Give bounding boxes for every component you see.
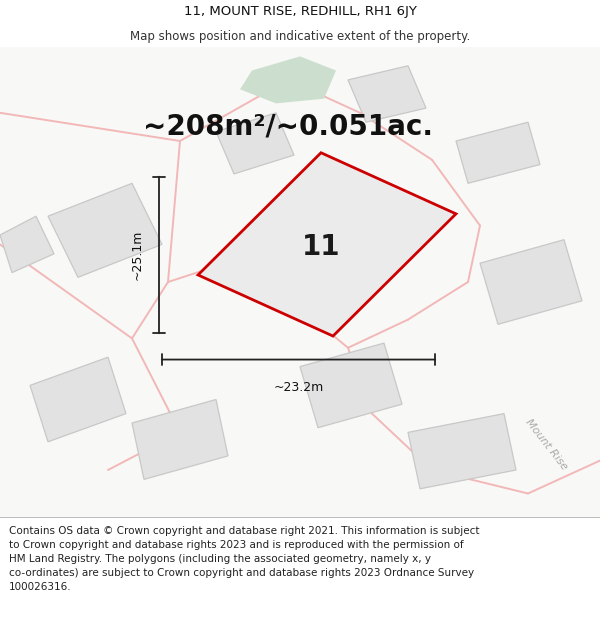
Text: ~23.2m: ~23.2m: [274, 381, 323, 394]
Polygon shape: [300, 343, 402, 428]
Polygon shape: [48, 183, 162, 278]
Text: 11, MOUNT RISE, REDHILL, RH1 6JY: 11, MOUNT RISE, REDHILL, RH1 6JY: [184, 5, 416, 18]
Polygon shape: [198, 152, 456, 336]
Text: Contains OS data © Crown copyright and database right 2021. This information is : Contains OS data © Crown copyright and d…: [9, 526, 479, 592]
Polygon shape: [30, 357, 126, 442]
Text: Mount Rise: Mount Rise: [523, 417, 569, 471]
Polygon shape: [348, 66, 426, 122]
Polygon shape: [456, 122, 540, 183]
Polygon shape: [240, 56, 336, 103]
Text: Map shows position and indicative extent of the property.: Map shows position and indicative extent…: [130, 30, 470, 43]
Polygon shape: [216, 112, 294, 174]
Polygon shape: [408, 414, 516, 489]
Polygon shape: [132, 399, 228, 479]
Text: 11: 11: [302, 232, 340, 261]
Text: ~25.1m: ~25.1m: [131, 230, 144, 280]
Text: ~208m²/~0.051ac.: ~208m²/~0.051ac.: [143, 113, 433, 141]
Polygon shape: [480, 240, 582, 324]
Polygon shape: [0, 216, 54, 272]
